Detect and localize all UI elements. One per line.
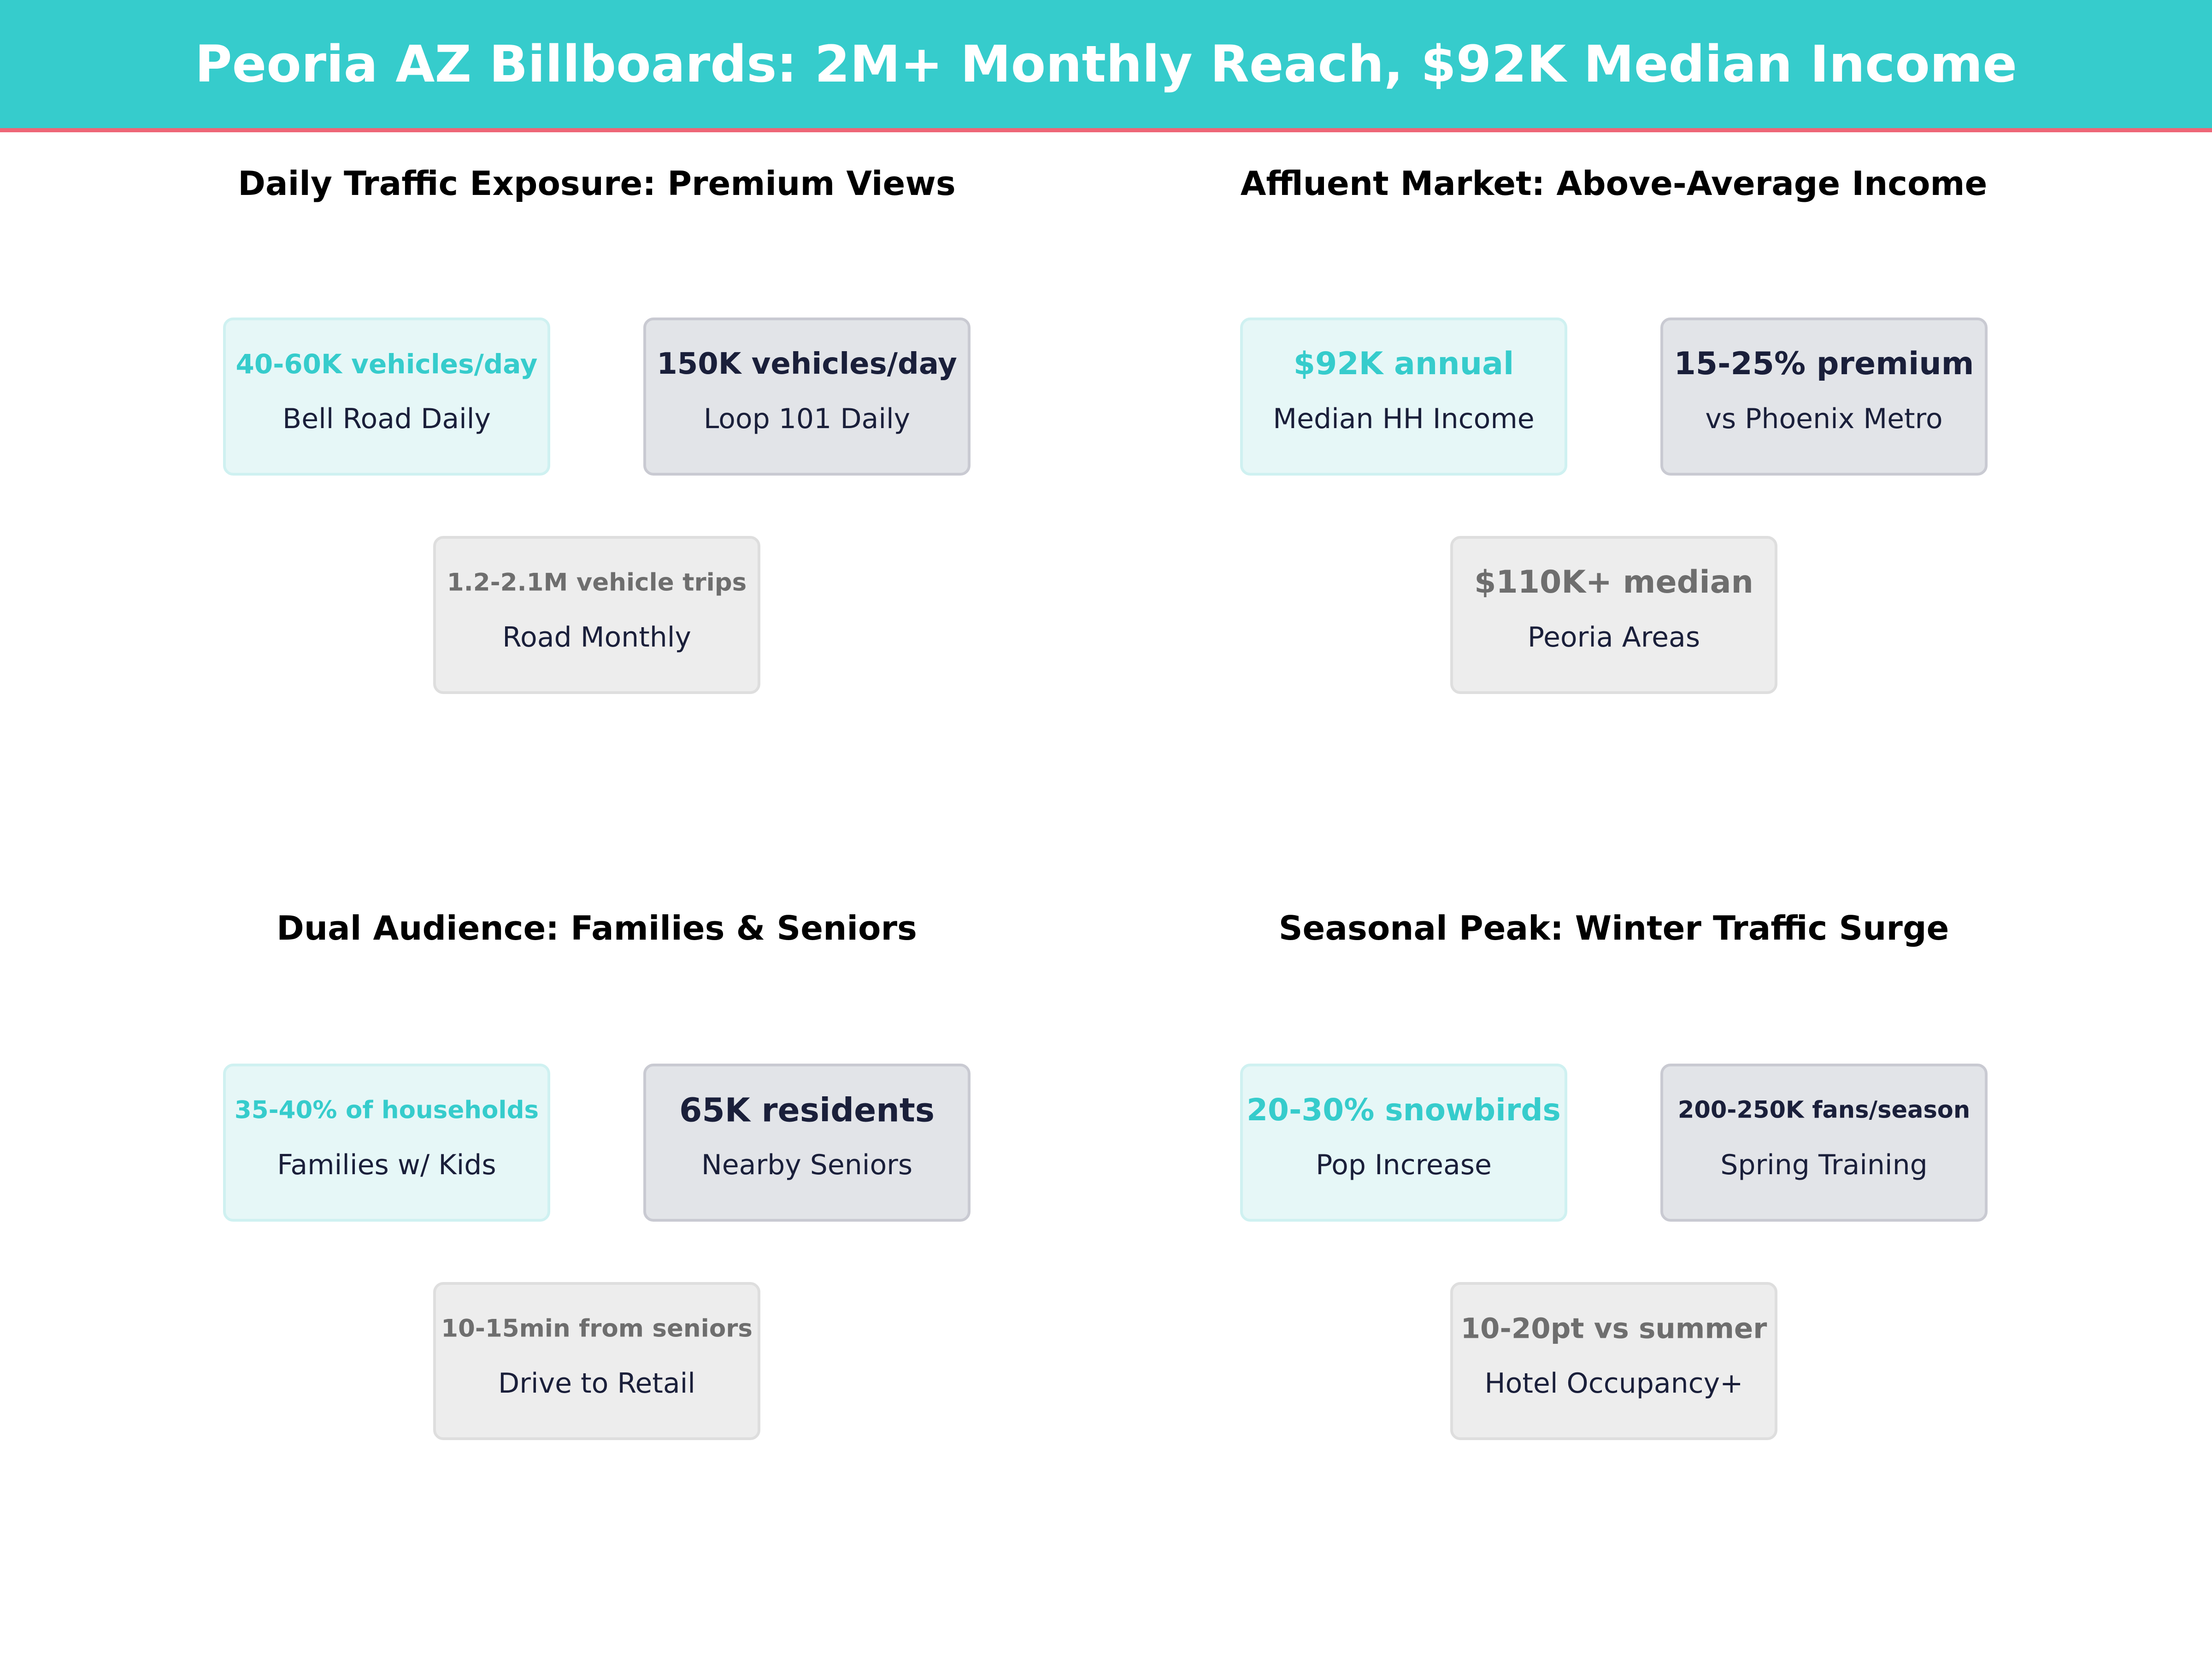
stat-card: 65K residents Nearby Seniors: [643, 1064, 971, 1222]
stat-value: 10-15min from seniors: [441, 1314, 753, 1343]
stat-value: 20-30% snowbirds: [1247, 1092, 1561, 1128]
stat-card: 10-15min from seniors Drive to Retail: [433, 1282, 760, 1440]
stat-value: 150K vehicles/day: [657, 347, 957, 381]
stat-label: Median HH Income: [1273, 403, 1535, 435]
stat-card: 20-30% snowbirds Pop Increase: [1240, 1064, 1567, 1222]
stat-label: Road Monthly: [502, 621, 691, 653]
stat-label: Spring Training: [1720, 1149, 1928, 1181]
stat-card: 35-40% of households Families w/ Kids: [223, 1064, 550, 1222]
panel-title-audience: Dual Audience: Families & Seniors: [276, 909, 917, 947]
stat-label: Loop 101 Daily: [703, 403, 911, 435]
stat-card: 150K vehicles/day Loop 101 Daily: [643, 318, 971, 476]
stat-card: 200-250K fans/season Spring Training: [1660, 1064, 1988, 1222]
stat-label: Families w/ Kids: [277, 1149, 496, 1181]
stat-value: 40-60K vehicles/day: [235, 348, 538, 380]
panel-title-traffic: Daily Traffic Exposure: Premium Views: [238, 164, 956, 203]
stat-label: Pop Increase: [1316, 1149, 1492, 1181]
stat-label: Nearby Seniors: [701, 1149, 913, 1181]
stat-value: $110K+ median: [1474, 564, 1753, 600]
stat-value: 10-20pt vs summer: [1460, 1312, 1767, 1345]
stat-value: 1.2-2.1M vehicle trips: [447, 568, 747, 597]
stat-value: 65K residents: [679, 1091, 935, 1130]
stat-value: 35-40% of households: [234, 1096, 539, 1124]
stat-card: $110K+ median Peoria Areas: [1450, 536, 1777, 694]
panel-title-income: Affluent Market: Above-Average Income: [1240, 164, 1988, 203]
stat-value: 200-250K fans/season: [1677, 1096, 1971, 1124]
stat-label: vs Phoenix Metro: [1705, 403, 1943, 435]
stat-label: Bell Road Daily: [282, 403, 491, 435]
stat-card: 1.2-2.1M vehicle trips Road Monthly: [433, 536, 760, 694]
stat-label: Hotel Occupancy+: [1484, 1367, 1743, 1400]
stat-value: 15-25% premium: [1674, 346, 1974, 382]
page-title: Peoria AZ Billboards: 2M+ Monthly Reach,…: [195, 35, 2017, 94]
stat-card: $92K annual Median HH Income: [1240, 318, 1567, 476]
stat-value: $92K annual: [1293, 346, 1514, 382]
stat-card: 10-20pt vs summer Hotel Occupancy+: [1450, 1282, 1777, 1440]
panel-title-seasonal: Seasonal Peak: Winter Traffic Surge: [1278, 909, 1949, 947]
stat-card: 40-60K vehicles/day Bell Road Daily: [223, 318, 550, 476]
stat-card: 15-25% premium vs Phoenix Metro: [1660, 318, 1988, 476]
stat-label: Drive to Retail: [498, 1367, 695, 1400]
header-banner: Peoria AZ Billboards: 2M+ Monthly Reach,…: [0, 0, 2212, 132]
stat-label: Peoria Areas: [1527, 621, 1700, 653]
